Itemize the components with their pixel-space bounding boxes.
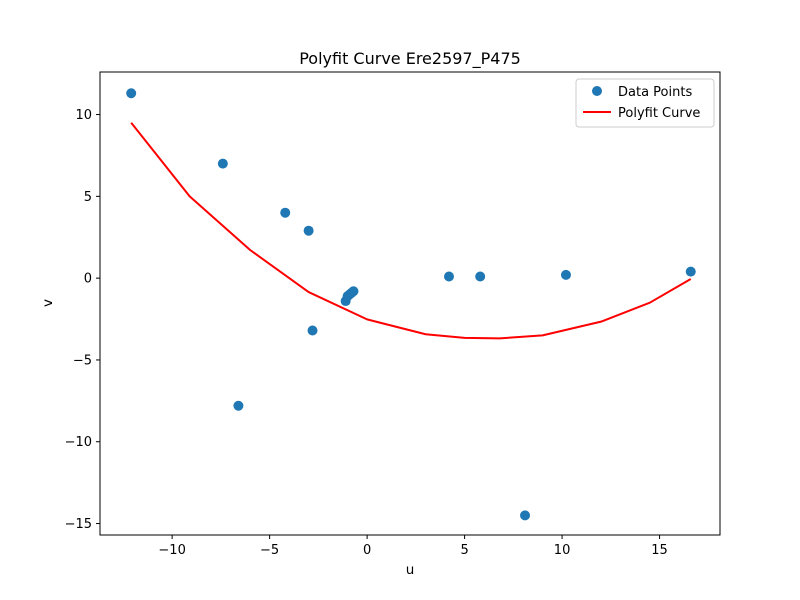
x-tick-label: 15 [651, 543, 668, 558]
x-tick-label: 5 [460, 543, 468, 558]
data-point [303, 225, 314, 236]
y-axis: −15 −10 −5 0 5 10 [65, 108, 100, 532]
data-point [475, 271, 486, 282]
x-axis-label: u [406, 562, 415, 578]
y-axis-label: v [40, 299, 56, 307]
y-tick-label: 5 [84, 190, 92, 205]
points-layer [126, 88, 696, 521]
data-point [233, 400, 244, 411]
legend: Data Points Polyfit Curve [575, 78, 715, 128]
polyfit-curve-line [130, 122, 692, 340]
curve-layer [130, 122, 692, 340]
y-tick-label: −5 [73, 353, 92, 368]
chart-title: Polyfit Curve Ere2597_P475 [299, 49, 521, 69]
x-tick-label: 10 [554, 543, 571, 558]
legend-label-polyfit-curve: Polyfit Curve [618, 106, 700, 121]
data-point [520, 510, 531, 521]
data-point [217, 158, 228, 169]
data-point [348, 286, 359, 297]
y-tick-label: −10 [65, 435, 92, 450]
y-tick-label: 10 [75, 108, 92, 123]
plot-frame [99, 71, 721, 536]
data-point [126, 88, 137, 99]
y-tick-label: 0 [84, 272, 92, 287]
data-point [307, 325, 318, 336]
data-point [560, 269, 571, 280]
x-axis: −10 −5 0 5 10 15 [158, 535, 668, 558]
legend-frame [575, 78, 715, 128]
data-point [443, 271, 454, 282]
legend-label-data-points: Data Points [618, 85, 692, 100]
data-point [280, 207, 291, 218]
plot-area [99, 71, 721, 536]
data-point [685, 266, 696, 277]
x-tick-label: −10 [158, 543, 185, 558]
y-tick-label: −15 [65, 517, 92, 532]
legend-marker-data-points [592, 86, 602, 96]
x-tick-label: −5 [260, 543, 279, 558]
x-tick-label: 0 [363, 543, 371, 558]
